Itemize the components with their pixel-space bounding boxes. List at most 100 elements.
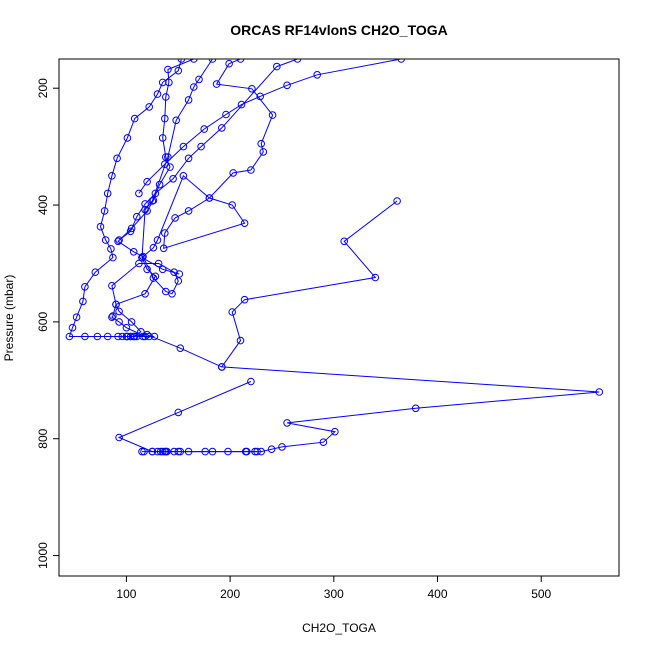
data-point [201,447,209,456]
data-point [313,71,322,79]
data-point [126,332,135,341]
data-point [259,148,268,156]
data-point [170,268,178,277]
data-point [81,332,89,341]
data-point [595,388,604,396]
data-point [228,308,236,316]
x-tick-label: 200 [220,587,240,601]
data-point [107,245,115,253]
data-point [113,154,121,163]
profile-series-6 [135,59,405,198]
data-point [96,222,105,231]
data-point [179,142,188,151]
data-point [148,447,157,456]
data-point [109,253,117,262]
data-point [174,408,183,417]
data-point [229,169,237,177]
data-point [93,332,102,341]
series-line [141,59,274,275]
data-point [177,59,186,63]
data-point [108,281,116,290]
data-point [143,177,151,186]
data-point [129,248,138,256]
data-point [247,377,255,386]
x-axis: 100 200 300 400 500 [116,576,552,601]
data-point [158,265,167,274]
data-point [190,83,198,91]
data-point [371,273,380,282]
profile-series-4 [138,59,277,278]
data-point [114,332,122,341]
data-point [158,134,167,142]
data-point [172,116,180,125]
x-tick-label: 400 [428,587,448,601]
data-point [148,197,157,205]
data-point [156,447,165,456]
data-point [122,332,131,341]
data-point [153,90,162,98]
data-point [65,332,74,341]
data-point [138,253,146,262]
plot-area [65,59,604,456]
series-line [126,200,398,368]
profile-series-1 [65,59,186,341]
profile-series-9 [115,377,261,456]
data-point [184,96,193,104]
data-point [115,318,123,326]
data-point [164,153,172,161]
data-point [228,201,236,209]
data-point [411,404,420,413]
data-point [68,323,77,332]
data-point [149,243,158,252]
data-point [184,207,193,215]
data-point [268,111,277,119]
data-point [205,194,214,202]
data-point [236,336,245,345]
x-tick-label: 300 [324,587,344,601]
data-point [241,447,250,456]
data-point [240,295,249,304]
y-tick-label: 600 [36,312,50,332]
data-point [135,259,143,268]
data-point [145,103,153,111]
data-point [218,124,226,132]
data-point [130,114,139,123]
data-point [236,59,245,63]
data-point [208,59,217,63]
data-point [141,332,149,341]
data-point [79,297,87,306]
chart-title: ORCAS RF14vlonS CH2O_TOGA [230,22,448,38]
data-point [151,272,160,281]
data-point [197,142,205,151]
y-axis: 200 400 600 800 1000 [36,78,59,569]
data-point [100,207,109,215]
data-point [143,330,151,339]
data-point [283,81,291,90]
data-point [161,114,169,123]
data-point [222,110,230,119]
data-point [123,134,132,142]
y-tick-label: 400 [36,195,50,215]
data-point [159,244,168,253]
data-point [165,78,173,87]
data-point [240,219,249,227]
data-point [161,229,169,237]
data-point [133,212,141,221]
data-point [176,344,185,353]
series-line [111,59,213,337]
data-point [174,447,183,456]
data-point [138,447,146,456]
data-point [103,332,112,341]
data-point [91,268,100,277]
data-point [225,59,233,68]
data-point [200,125,208,133]
data-point [115,433,123,442]
data-point [161,160,169,168]
data-point [112,300,120,309]
data-point [141,290,149,298]
data-point [143,265,151,274]
data-point [126,227,135,236]
data-point [135,189,143,198]
y-tick-label: 800 [36,428,50,448]
